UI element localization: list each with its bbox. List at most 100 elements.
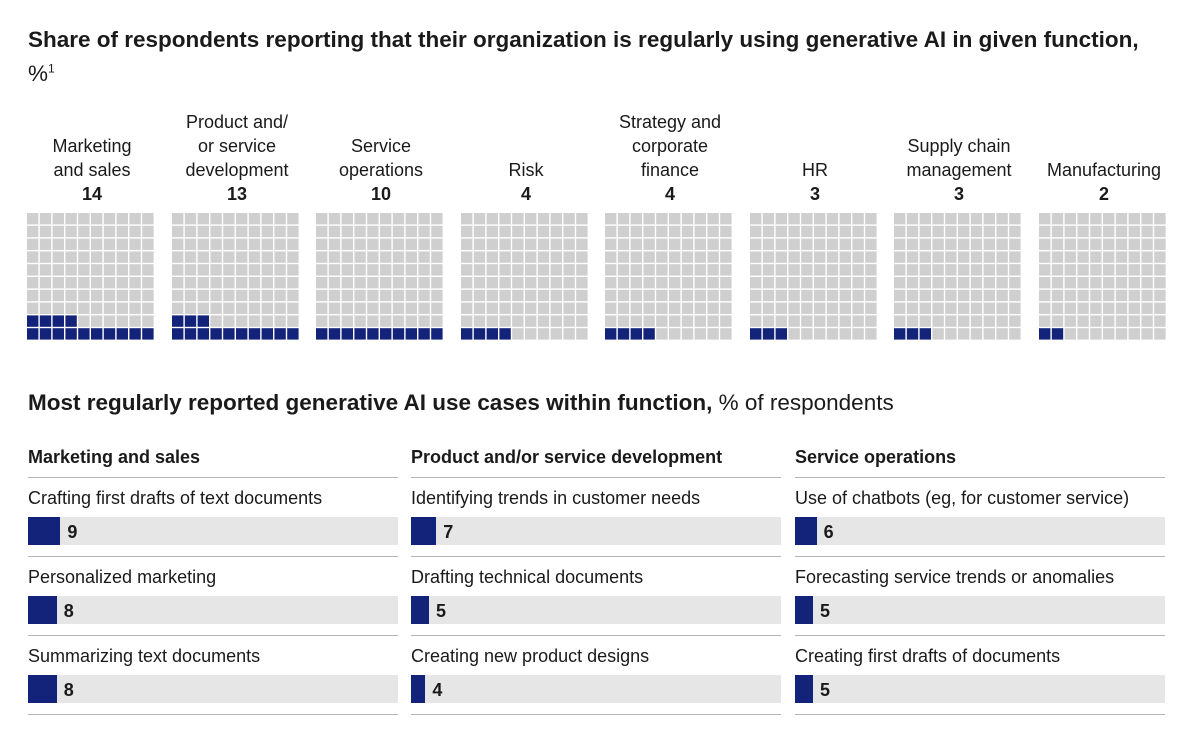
waffle-square-empty [563, 277, 575, 289]
waffle-square-empty [27, 289, 39, 302]
use-case-label: Creating new product designs [411, 646, 650, 666]
waffle-square-empty [801, 277, 813, 289]
waffle-square-empty [486, 251, 498, 263]
waffle-square-empty [1154, 315, 1166, 327]
waffle-square-empty [236, 277, 248, 289]
waffle-square-empty [418, 302, 430, 314]
waffle-square-empty [287, 277, 299, 289]
use-case-bar [411, 517, 437, 545]
waffle-square-empty [525, 213, 537, 225]
waffle-square-empty [932, 289, 944, 302]
waffle-square-empty [78, 302, 90, 314]
waffle-square-empty [894, 238, 906, 250]
waffle-square-empty [801, 302, 813, 314]
waffle-square-empty [248, 302, 261, 314]
waffle-value-label: 10 [370, 184, 392, 204]
waffle-square-empty [1128, 213, 1140, 225]
waffle-square-filled [172, 315, 184, 327]
waffle-square-empty [537, 289, 550, 302]
waffle-square-empty [826, 213, 839, 225]
waffle-square-empty [52, 251, 64, 263]
waffle-square-empty [1103, 328, 1115, 340]
waffle-square-empty [1115, 328, 1128, 340]
waffle-square-empty [525, 225, 537, 238]
waffle-square-empty [248, 213, 261, 225]
use-case-bar [795, 596, 813, 624]
waffle-square-empty [197, 238, 209, 250]
waffle-square-empty [1039, 302, 1051, 314]
waffle-square-empty [814, 289, 826, 302]
use-case-bar-track: 7 [411, 517, 781, 545]
waffle-square-empty [328, 238, 341, 250]
waffle-square-empty [223, 238, 235, 250]
waffle-square-empty [605, 213, 617, 225]
waffle-square-filled [274, 328, 286, 340]
waffle-square-empty [1077, 315, 1089, 327]
waffle-square-empty [643, 302, 655, 314]
waffle-square-empty [970, 251, 983, 263]
waffle-square-empty [550, 289, 562, 302]
waffle-square-empty [354, 277, 366, 289]
use-case-row: Personalized marketing 8 [28, 557, 398, 636]
waffle-square-empty [116, 225, 128, 238]
waffle-square-empty [197, 225, 209, 238]
waffle-square-empty [550, 213, 562, 225]
waffle-square-empty [550, 238, 562, 250]
waffle-square-empty [788, 277, 800, 289]
waffle-square-empty [1009, 289, 1021, 302]
waffle-square-empty [27, 238, 39, 250]
waffle-square-empty [694, 302, 706, 314]
waffle-square-empty [1009, 328, 1021, 340]
waffle-square-empty [563, 251, 575, 263]
waffle-square-empty [852, 213, 864, 225]
waffle-square-filled [65, 328, 77, 340]
waffle-square-empty [932, 264, 944, 276]
waffle-value-label: 13 [226, 184, 248, 204]
waffle-square-empty [775, 289, 787, 302]
waffle-square-empty [958, 328, 970, 340]
waffle-square-empty [970, 277, 983, 289]
waffle-square-empty [1077, 213, 1089, 225]
waffle-square-empty [788, 238, 800, 250]
waffle-square-empty [945, 315, 957, 327]
waffle-square-empty [576, 302, 588, 314]
use-case-group: Marketing and sales Crafting first drafts… [28, 445, 398, 715]
waffle-square-empty [27, 264, 39, 276]
waffle-square-empty [852, 277, 864, 289]
waffle-square-empty [248, 289, 261, 302]
waffle-square-empty [354, 225, 366, 238]
waffle-square-empty [172, 289, 184, 302]
waffle-square-empty [1128, 225, 1140, 238]
waffle-square-empty [405, 225, 417, 238]
waffle-square-empty [983, 315, 995, 327]
waffle-square-empty [274, 289, 286, 302]
use-case-bar [795, 517, 817, 545]
waffle-square-empty [172, 277, 184, 289]
use-case-bar-track: 5 [795, 675, 1165, 703]
waffle-square-empty [287, 315, 299, 327]
waffle-square-empty [103, 251, 116, 263]
waffle-square-empty [1141, 238, 1153, 250]
waffle-square-empty [945, 277, 957, 289]
use-case-bar-track: 9 [28, 517, 398, 545]
waffle-square-empty [65, 213, 77, 225]
waffle-square-empty [172, 238, 184, 250]
waffle-square-empty [367, 264, 379, 276]
waffle-square-empty [1154, 328, 1166, 340]
waffle-square-empty [762, 264, 775, 276]
waffle-square-empty [27, 251, 39, 263]
waffle-square-empty [906, 302, 919, 314]
waffle-square-empty [919, 289, 931, 302]
waffle-square-empty [775, 238, 787, 250]
waffle-square-filled [643, 328, 655, 340]
waffle-square-filled [775, 328, 787, 340]
waffle-square-filled [197, 328, 209, 340]
waffle-square-empty [720, 225, 732, 238]
waffle-square-empty [865, 251, 877, 263]
waffle-square-empty [681, 225, 694, 238]
waffle-square-empty [970, 315, 983, 327]
waffle-square-empty [78, 315, 90, 327]
waffle-square-empty [287, 238, 299, 250]
waffle-square-empty [605, 225, 617, 238]
waffle-square-empty [91, 213, 103, 225]
